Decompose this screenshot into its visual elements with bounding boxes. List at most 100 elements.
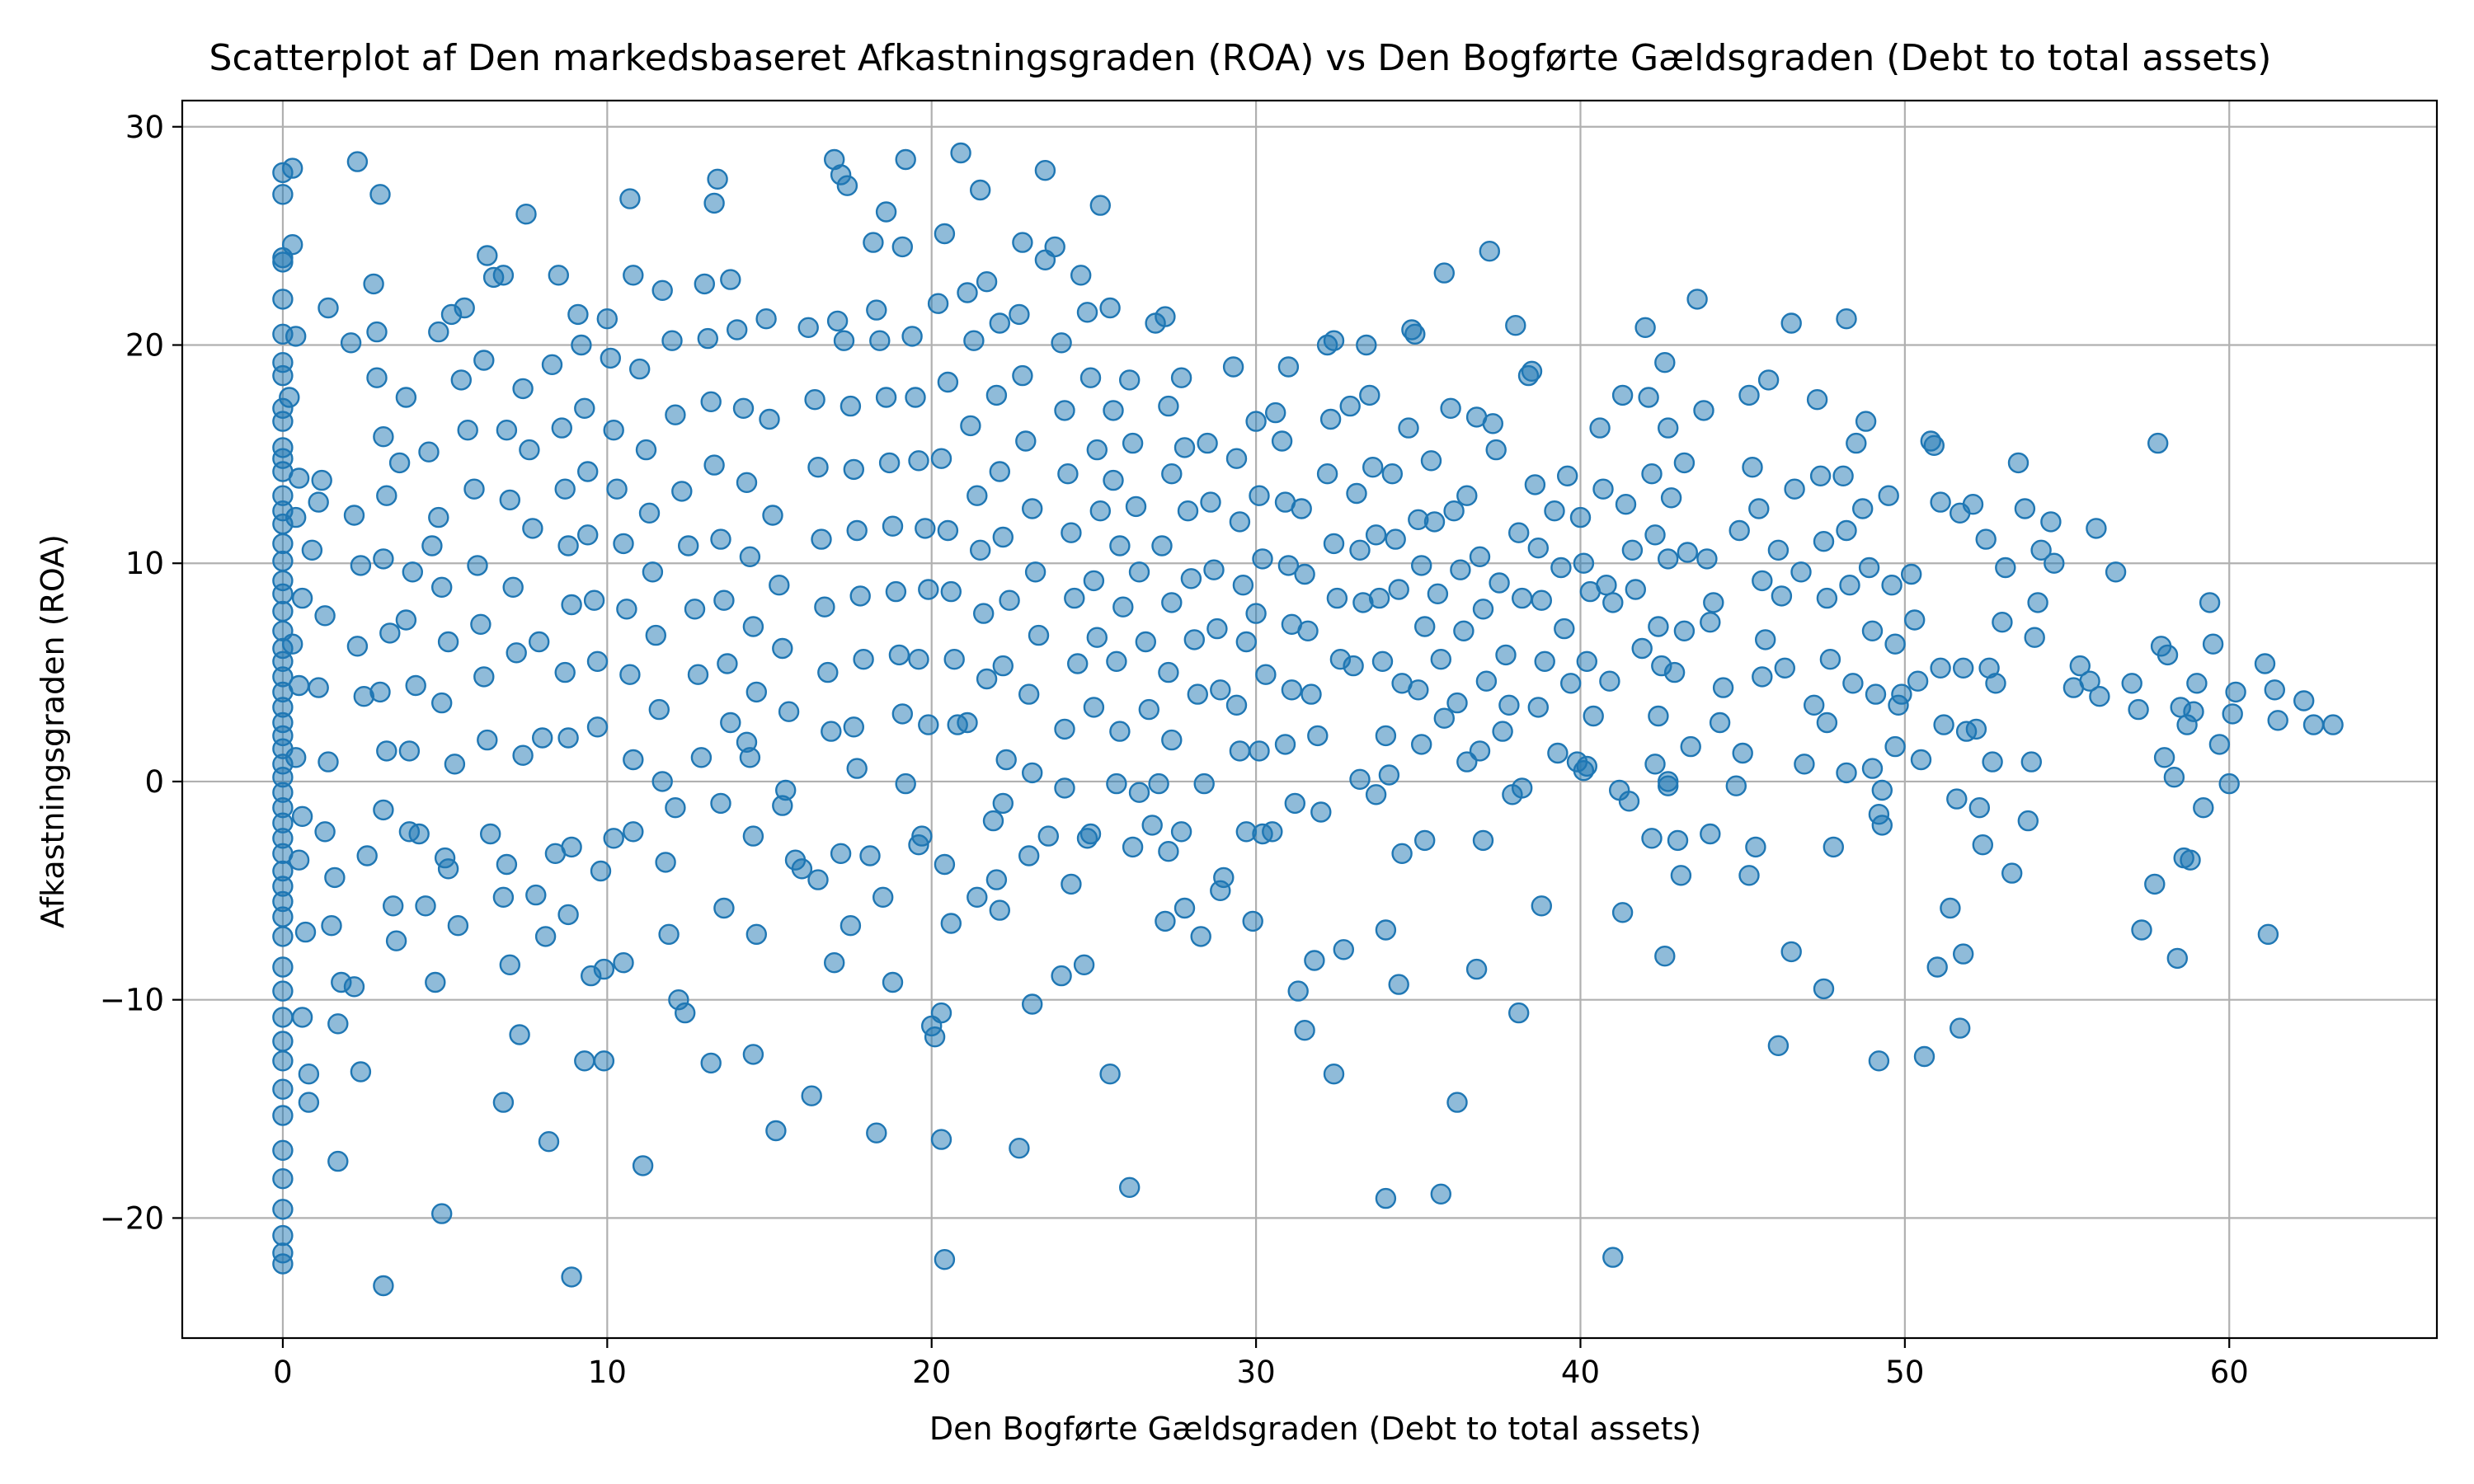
- scatter-point: [1170, 821, 1192, 843]
- scatter-point: [2193, 797, 2214, 819]
- scatter-point: [586, 716, 609, 738]
- scatter-point: [1083, 697, 1105, 718]
- scatter-point: [1780, 941, 1802, 963]
- scatter-point: [1790, 561, 1812, 583]
- scatter-point: [863, 232, 884, 253]
- scatter-point: [797, 317, 819, 338]
- scatter-point: [1725, 775, 1747, 796]
- scatter-point: [1475, 670, 1498, 692]
- scatter-point: [930, 1002, 952, 1024]
- scatter-point: [888, 644, 910, 666]
- scatter-point: [2202, 633, 2224, 655]
- scatter-point: [927, 293, 949, 314]
- scatter-point: [2218, 773, 2240, 795]
- scatter-point: [1767, 1035, 1790, 1057]
- scatter-point: [1141, 815, 1163, 836]
- scatter-point: [1404, 323, 1426, 345]
- scatter-point: [804, 389, 825, 411]
- scatter-point: [1573, 552, 1595, 574]
- scatter-point: [467, 555, 488, 576]
- scatter-point: [1527, 697, 1550, 718]
- scatter-point: [811, 528, 832, 550]
- scatter-point: [1200, 491, 1221, 513]
- scatter-point: [1940, 897, 1961, 919]
- scatter-point: [2163, 767, 2185, 788]
- scatter-point: [308, 677, 329, 698]
- scatter-point: [1813, 531, 1835, 552]
- x-tick-label: 20: [912, 1355, 951, 1390]
- scatter-point: [314, 605, 336, 627]
- scatter-point: [561, 1266, 582, 1288]
- scatter-point: [1057, 463, 1079, 485]
- scatter-point: [895, 773, 916, 795]
- scatter-point: [1654, 945, 1676, 967]
- scatter-point: [2079, 670, 2100, 692]
- scatter-point: [534, 926, 557, 947]
- scatter-point: [366, 367, 388, 388]
- scatter-point: [623, 821, 644, 843]
- scatter-point: [982, 810, 1004, 832]
- scatter-point: [849, 585, 871, 607]
- scatter-point: [651, 771, 673, 792]
- scatter-point: [908, 450, 929, 472]
- x-tick-label: 30: [1237, 1355, 1276, 1390]
- scatter-point: [1316, 463, 1338, 485]
- scatter-point: [1868, 1050, 1890, 1072]
- scatter-point: [1930, 657, 1951, 679]
- scatter-point: [321, 914, 342, 937]
- scatter-point: [1413, 616, 1436, 637]
- scatter-point: [2147, 432, 2169, 454]
- scatter-point: [1319, 408, 1342, 430]
- scatter-point: [1625, 579, 1647, 600]
- scatter-point: [317, 297, 339, 319]
- scatter-point: [710, 792, 731, 815]
- scatter-point: [830, 843, 852, 865]
- scatter-point: [1599, 670, 1620, 692]
- scatter-point: [824, 951, 845, 974]
- scatter-point: [1972, 834, 1994, 856]
- scatter-point: [1252, 548, 1273, 570]
- scatter-point: [720, 711, 741, 734]
- scatter-point: [272, 583, 294, 604]
- scatter-point: [1456, 485, 1478, 506]
- scatter-point: [1089, 195, 1112, 216]
- scatter-point: [1507, 1002, 1530, 1024]
- scatter-point: [1903, 609, 1926, 631]
- scatter-point: [272, 1224, 294, 1247]
- scatter-point: [905, 387, 926, 408]
- scatter-point: [2121, 673, 2142, 694]
- scatter-point: [2208, 734, 2231, 755]
- scatter-point: [1492, 721, 1513, 742]
- scatter-point: [272, 1105, 294, 1126]
- scatter-point: [1995, 556, 2016, 579]
- scatter-point: [1430, 1183, 1452, 1205]
- scatter-point: [1128, 782, 1150, 803]
- scatter-point: [450, 369, 472, 391]
- scatter-point: [346, 151, 369, 172]
- scatter-point: [985, 869, 1008, 890]
- scatter-point: [1644, 754, 1666, 775]
- scatter-point: [1138, 698, 1160, 721]
- scatter-point: [1673, 620, 1696, 641]
- scatter-point: [369, 184, 391, 205]
- scatter-point: [272, 550, 294, 572]
- scatter-point: [1158, 840, 1179, 862]
- scatter-point: [720, 269, 741, 290]
- scatter-point: [1832, 465, 1854, 486]
- scatter-point: [1648, 616, 1669, 637]
- scatter-point: [1118, 369, 1141, 391]
- scatter-point: [710, 528, 731, 550]
- scatter-point: [1907, 670, 1929, 692]
- scatter-point: [843, 716, 865, 738]
- scatter-point: [291, 587, 313, 609]
- scatter-point: [1583, 705, 1604, 727]
- scatter-point: [1155, 910, 1176, 932]
- scatter-point: [285, 506, 307, 528]
- scatter-point: [969, 539, 991, 561]
- scatter-point: [1547, 742, 1569, 764]
- x-tick-label: 40: [1561, 1355, 1600, 1390]
- scatter-point: [1128, 561, 1150, 583]
- scatter-point: [1089, 500, 1112, 522]
- scatter-point: [619, 188, 641, 209]
- scatter-point: [1663, 661, 1686, 683]
